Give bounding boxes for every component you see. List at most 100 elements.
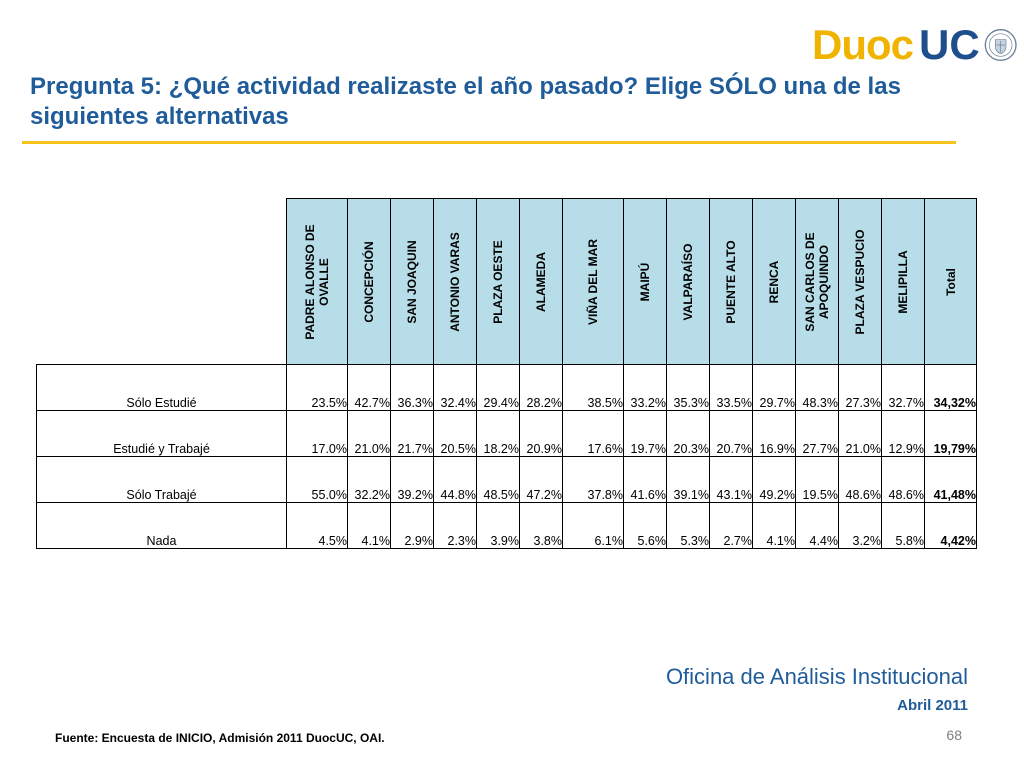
table-cell: 5.6%: [623, 502, 667, 549]
column-header-label: SAN JOAQUIN: [405, 239, 419, 324]
row-label: Sólo Trabajé: [36, 456, 287, 503]
table-cell: 49.2%: [752, 456, 796, 503]
table-cell: 16.9%: [752, 410, 796, 457]
column-header: PLAZA OESTE: [476, 198, 520, 365]
column-header: MAIPÚ: [623, 198, 667, 365]
table-cell: 41.6%: [623, 456, 667, 503]
table-cell: 48.3%: [795, 364, 839, 411]
office-name: Oficina de Análisis Institucional: [665, 664, 968, 689]
table-cell: 5.3%: [666, 502, 710, 549]
table-cell: 20.7%: [709, 410, 753, 457]
table-corner: [37, 199, 287, 365]
table-cell: 2.7%: [709, 502, 753, 549]
table-cell: 27.7%: [795, 410, 839, 457]
column-header: SAN JOAQUIN: [390, 198, 434, 365]
table-cell: 48.5%: [476, 456, 520, 503]
column-header-label: MELIPILLA: [896, 249, 910, 314]
column-header-label: MAIPÚ: [638, 262, 652, 301]
table-cell: 17.6%: [562, 410, 624, 457]
table-cell: 44.8%: [433, 456, 477, 503]
table-cell: 19.5%: [795, 456, 839, 503]
table-cell: 39.2%: [390, 456, 434, 503]
row-label: Estudié y Trabajé: [36, 410, 287, 457]
duocuc-logo: Duoc UC: [812, 14, 1017, 76]
column-header-total: Total: [924, 198, 977, 365]
university-seal-icon: [984, 29, 1017, 61]
table-cell: 2.3%: [433, 502, 477, 549]
table-cell: 12.9%: [881, 410, 925, 457]
column-header-label: CONCEPCIÓN: [362, 240, 376, 323]
logo-uc-text: UC: [919, 21, 980, 68]
table-cell: 32.2%: [347, 456, 391, 503]
table-cell: 43.1%: [709, 456, 753, 503]
table-row: Sólo Trabajé 55.0% 32.2% 39.2% 44.8% 48.…: [36, 456, 977, 503]
table-cell: 19.7%: [623, 410, 667, 457]
column-header: PLAZA VESPUCIO: [838, 198, 882, 365]
table-cell: 33.5%: [709, 364, 753, 411]
table-cell: 4.1%: [752, 502, 796, 549]
table-cell: 38.5%: [562, 364, 624, 411]
table-cell: 32.4%: [433, 364, 477, 411]
column-header-label: SAN CARLOS DE APOQUINDO: [803, 231, 831, 332]
title-underline: [22, 141, 956, 144]
table-cell: 27.3%: [838, 364, 882, 411]
column-header: VALPARAÍSO: [666, 198, 710, 365]
table-cell: 42.7%: [347, 364, 391, 411]
table-row: Estudié y Trabajé 17.0% 21.0% 21.7% 20.5…: [36, 410, 977, 457]
table-cell: 2.9%: [390, 502, 434, 549]
table-cell: 29.7%: [752, 364, 796, 411]
column-header-label: VALPARAÍSO: [681, 243, 695, 320]
table-cell: 32.7%: [881, 364, 925, 411]
table-cell: 37.8%: [562, 456, 624, 503]
table-cell: 6.1%: [562, 502, 624, 549]
column-header-label: PUENTE ALTO: [724, 239, 738, 324]
table-cell: 4.1%: [347, 502, 391, 549]
table-cell: 21.0%: [347, 410, 391, 457]
table-row: Nada 4.5% 4.1% 2.9% 2.3% 3.9% 3.8% 6.1% …: [36, 502, 977, 549]
total-cell: 4,42%: [924, 502, 977, 549]
table-cell: 29.4%: [476, 364, 520, 411]
table-cell: 3.8%: [519, 502, 563, 549]
total-cell: 41,48%: [924, 456, 977, 503]
table-cell: 20.9%: [519, 410, 563, 457]
table-cell: 4.4%: [795, 502, 839, 549]
table-cell: 17.0%: [286, 410, 348, 457]
table-cell: 48.6%: [838, 456, 882, 503]
total-cell: 34,32%: [924, 364, 977, 411]
table-cell: 55.0%: [286, 456, 348, 503]
report-date: Abril 2011: [897, 697, 968, 714]
column-header: SAN CARLOS DE APOQUINDO: [795, 198, 839, 365]
table-cell: 3.2%: [838, 502, 882, 549]
table-cell: 21.0%: [838, 410, 882, 457]
column-header: MELIPILLA: [881, 198, 925, 365]
page-title: Pregunta 5: ¿Qué actividad realizaste el…: [30, 73, 901, 130]
logo-duoc-text: Duoc: [812, 21, 914, 68]
table-cell: 4.5%: [286, 502, 348, 549]
table-cell: 20.3%: [666, 410, 710, 457]
table-cell: 28.2%: [519, 364, 563, 411]
table-row: Sólo Estudié 23.5% 42.7% 36.3% 32.4% 29.…: [36, 364, 977, 411]
table-cell: 5.8%: [881, 502, 925, 549]
table-cell: 35.3%: [666, 364, 710, 411]
page-number: 68: [946, 727, 962, 743]
table-cell: 23.5%: [286, 364, 348, 411]
row-label: Sólo Estudié: [36, 364, 287, 411]
column-header-label: PLAZA VESPUCIO: [853, 229, 867, 334]
row-label: Nada: [36, 502, 287, 549]
column-header-label: Total: [943, 267, 958, 296]
table-cell: 18.2%: [476, 410, 520, 457]
column-header-label: RENCA: [767, 260, 781, 303]
total-cell: 19,79%: [924, 410, 977, 457]
table-cell: 33.2%: [623, 364, 667, 411]
table-cell: 39.1%: [666, 456, 710, 503]
table-header-row: PADRE ALONSO DE OVALLE CONCEPCIÓN SAN JO…: [37, 198, 977, 365]
results-table: PADRE ALONSO DE OVALLE CONCEPCIÓN SAN JO…: [36, 198, 977, 549]
column-header-label: PLAZA OESTE: [491, 239, 505, 324]
column-header: ALAMEDA: [519, 198, 563, 365]
table-cell: 21.7%: [390, 410, 434, 457]
table-cell: 20.5%: [433, 410, 477, 457]
column-header: PUENTE ALTO: [709, 198, 753, 365]
table-cell: 36.3%: [390, 364, 434, 411]
column-header: CONCEPCIÓN: [347, 198, 391, 365]
table-cell: 47.2%: [519, 456, 563, 503]
